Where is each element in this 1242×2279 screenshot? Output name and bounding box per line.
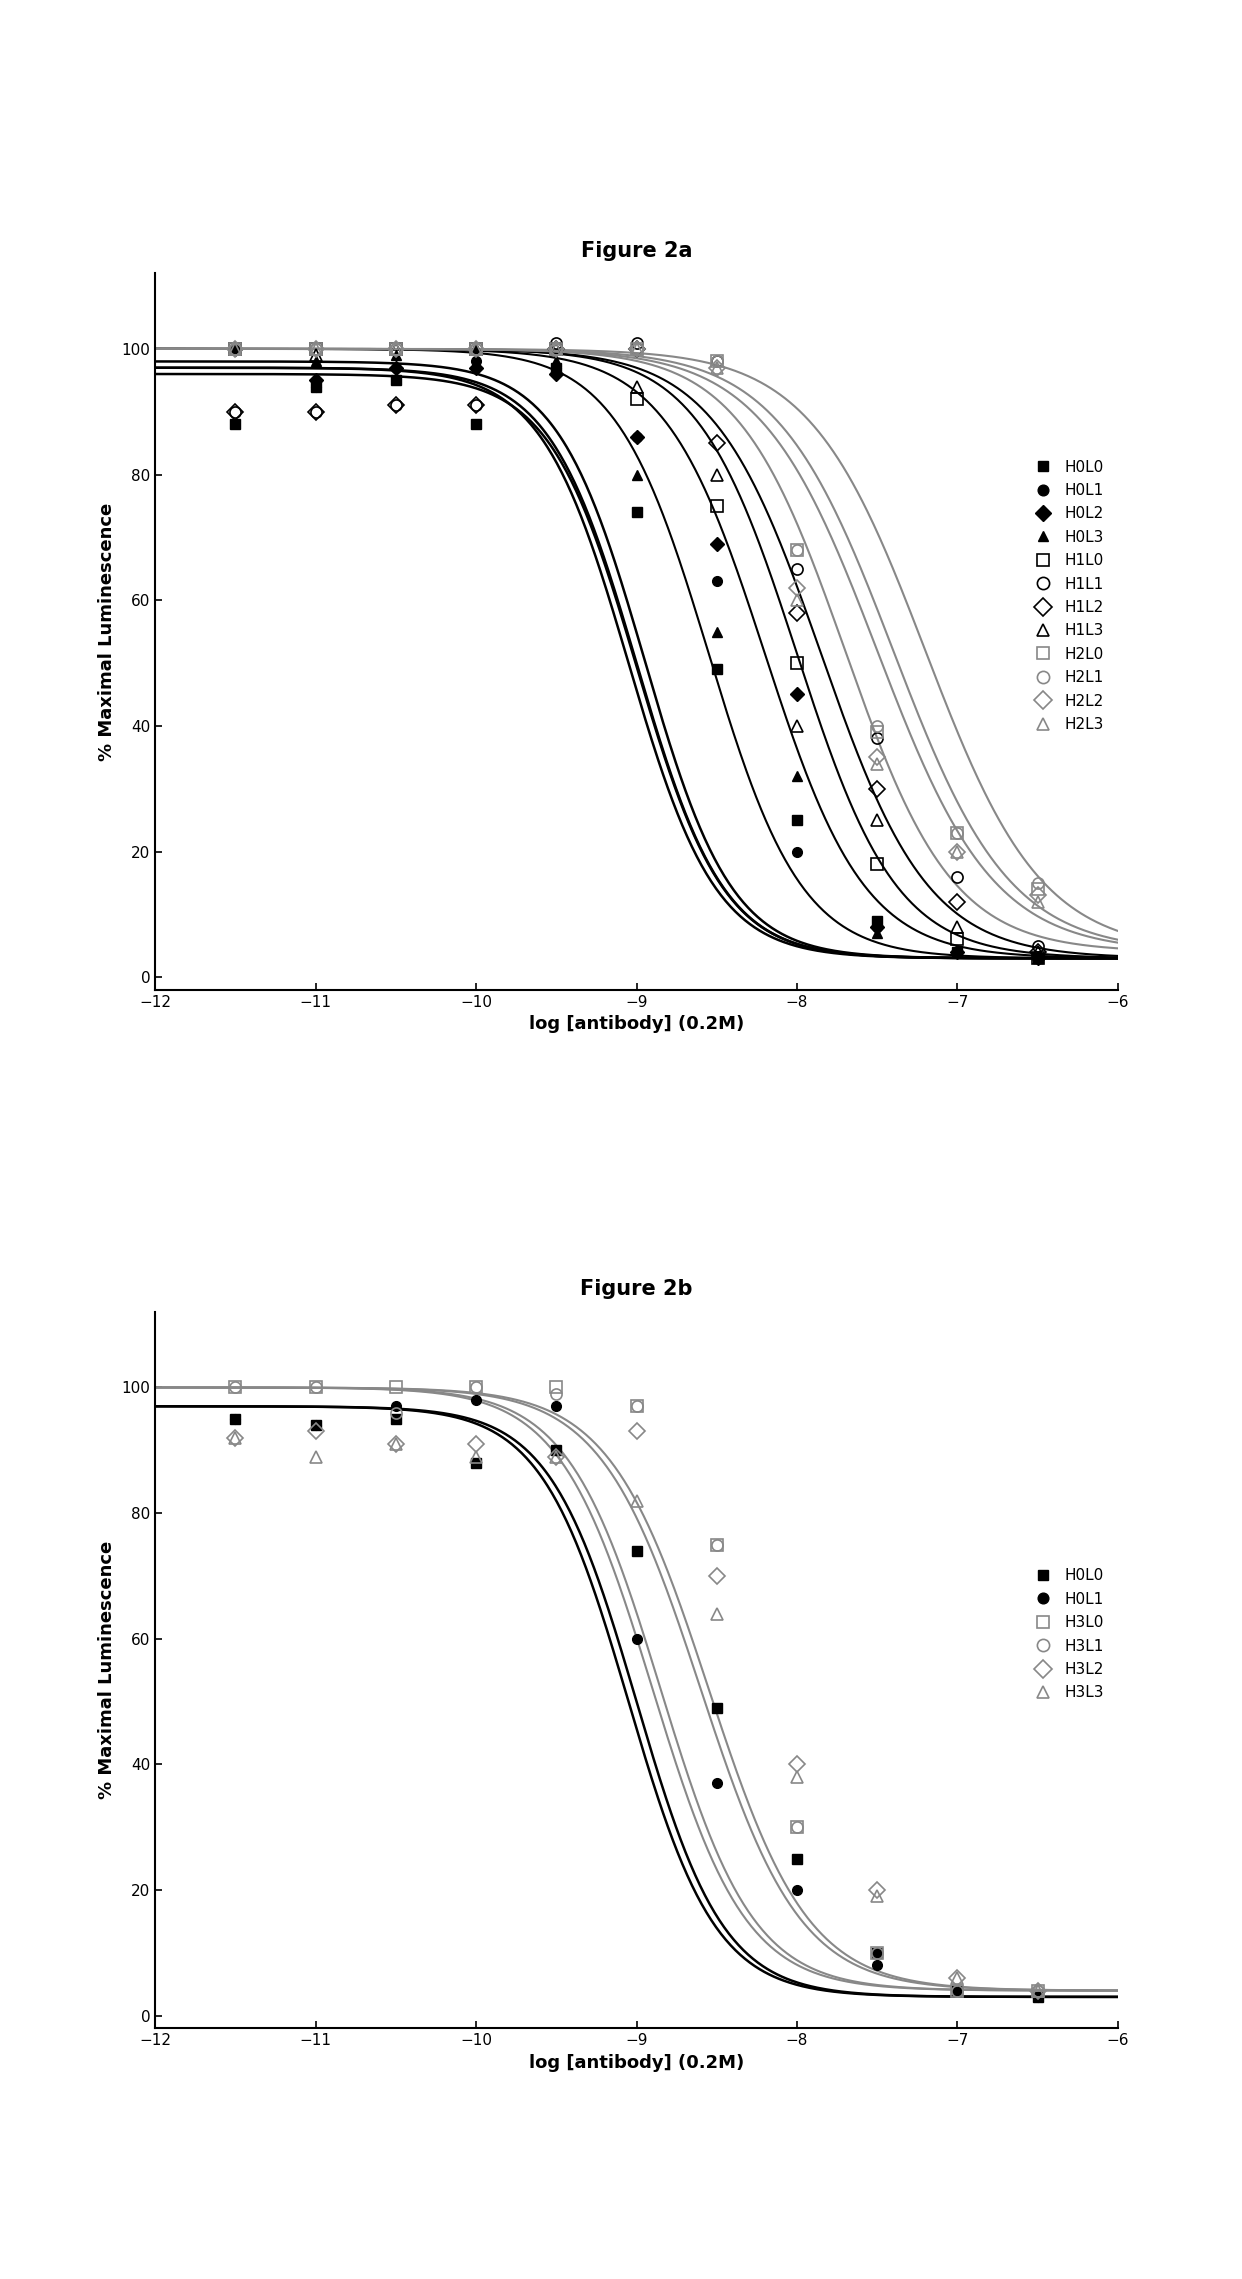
Y-axis label: % Maximal Luminescence: % Maximal Luminescence (98, 501, 116, 761)
Y-axis label: % Maximal Luminescence: % Maximal Luminescence (98, 1541, 116, 1800)
X-axis label: log [antibody] (0.2M): log [antibody] (0.2M) (529, 1014, 744, 1032)
Legend: H0L0, H0L1, H0L2, H0L3, H1L0, H1L1, H1L2, H1L3, H2L0, H2L1, H2L2, H2L3: H0L0, H0L1, H0L2, H0L3, H1L0, H1L1, H1L2… (1028, 454, 1110, 738)
X-axis label: log [antibody] (0.2M): log [antibody] (0.2M) (529, 2053, 744, 2072)
Title: Figure 2b: Figure 2b (580, 1279, 693, 1299)
Legend: H0L0, H0L1, H3L0, H3L1, H3L2, H3L3: H0L0, H0L1, H3L0, H3L1, H3L2, H3L3 (1028, 1561, 1110, 1707)
Title: Figure 2a: Figure 2a (581, 242, 692, 260)
